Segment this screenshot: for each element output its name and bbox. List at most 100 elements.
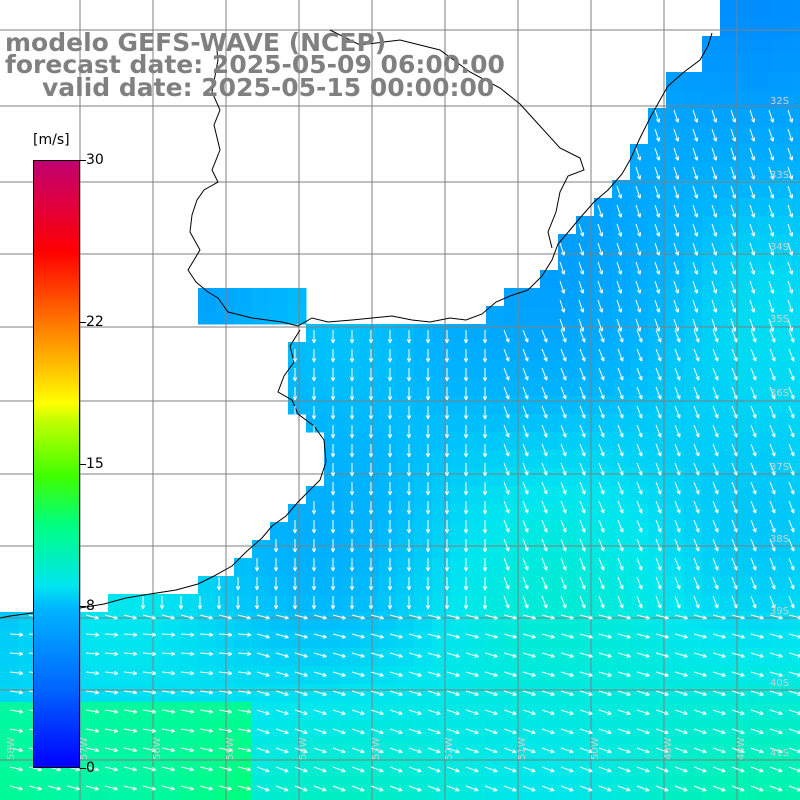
wind-arrow bbox=[750, 348, 757, 362]
wind-speed-cell bbox=[684, 396, 703, 415]
wind-speed-cell bbox=[702, 666, 721, 685]
wind-speed-cell bbox=[450, 702, 469, 721]
wind-speed-cell bbox=[468, 630, 487, 649]
wind-speed-cell bbox=[540, 738, 559, 757]
wind-arrow bbox=[788, 538, 795, 552]
wind-speed-cell bbox=[702, 720, 721, 739]
wind-arrow bbox=[674, 462, 681, 476]
wind-speed-cell bbox=[522, 612, 541, 631]
wind-speed-cell bbox=[396, 720, 415, 739]
wind-speed-cell bbox=[612, 612, 631, 631]
wind-speed-cell bbox=[648, 792, 667, 800]
wind-speed-cell bbox=[522, 666, 541, 685]
wind-speed-cell bbox=[756, 216, 775, 235]
wind-speed-cell bbox=[306, 756, 325, 775]
wind-speed-cell bbox=[558, 576, 577, 595]
wind-speed-cell bbox=[288, 684, 307, 703]
wind-speed-cell bbox=[234, 648, 253, 667]
wind-speed-cell bbox=[0, 792, 19, 800]
wind-speed-cell bbox=[630, 648, 649, 667]
wind-speed-cell bbox=[324, 738, 343, 757]
wind-speed-cell bbox=[378, 414, 397, 433]
wind-speed-cell bbox=[756, 684, 775, 703]
wind-arrow bbox=[482, 444, 488, 458]
wind-speed-cell bbox=[396, 540, 415, 559]
wind-speed-cell bbox=[558, 720, 577, 739]
wind-speed-cell bbox=[666, 432, 685, 451]
wind-speed-cell bbox=[792, 558, 800, 577]
wind-speed-cell bbox=[234, 666, 253, 685]
wind-speed-cell bbox=[684, 432, 703, 451]
wind-speed-cell bbox=[540, 288, 559, 307]
wind-arrow bbox=[579, 576, 586, 590]
wind-speed-cell bbox=[648, 270, 667, 289]
wind-speed-cell bbox=[684, 630, 703, 649]
longitude-label: 53W bbox=[371, 737, 382, 760]
wind-arrow bbox=[311, 501, 317, 515]
wind-speed-cell bbox=[720, 0, 739, 19]
wind-speed-cell bbox=[558, 270, 577, 289]
wind-speed-cell bbox=[540, 576, 559, 595]
wind-speed-cell bbox=[180, 666, 199, 685]
wind-speed-cell bbox=[684, 342, 703, 361]
wind-speed-cell bbox=[702, 756, 721, 775]
wind-arrow bbox=[463, 330, 469, 344]
coastline-interior bbox=[329, 29, 585, 249]
wind-speed-cell bbox=[774, 576, 793, 595]
wind-arrow bbox=[368, 539, 374, 553]
wind-arrow bbox=[522, 462, 529, 476]
wind-speed-cell bbox=[72, 774, 91, 793]
wind-speed-cell bbox=[360, 414, 379, 433]
wind-speed-cell bbox=[90, 612, 109, 631]
wind-speed-cell bbox=[720, 774, 739, 793]
wind-speed-cell bbox=[540, 522, 559, 541]
wind-speed-cell bbox=[360, 450, 379, 469]
wind-speed-cell bbox=[558, 342, 577, 361]
wind-speed-cell bbox=[594, 648, 613, 667]
wind-speed-cell bbox=[486, 486, 505, 505]
wind-speed-cell bbox=[306, 378, 325, 397]
wind-speed-cell bbox=[630, 432, 649, 451]
wind-arrow bbox=[406, 425, 412, 439]
wind-arrow bbox=[349, 539, 355, 553]
wind-arrow bbox=[503, 367, 510, 381]
wind-speed-cell bbox=[198, 630, 217, 649]
wind-arrow bbox=[159, 596, 165, 610]
wind-speed-cell bbox=[540, 486, 559, 505]
wind-speed-cell bbox=[522, 468, 541, 487]
wind-speed-cell bbox=[684, 288, 703, 307]
wind-arrow bbox=[368, 596, 374, 610]
colorbar-tick bbox=[80, 160, 86, 161]
wind-arrow bbox=[788, 481, 795, 495]
wind-speed-cell bbox=[198, 756, 217, 775]
wind-speed-cell bbox=[522, 360, 541, 379]
wind-speed-cell bbox=[270, 666, 289, 685]
wind-speed-cell bbox=[738, 630, 757, 649]
wind-speed-cell bbox=[558, 252, 577, 271]
wind-speed-cell bbox=[396, 684, 415, 703]
wind-speed-cell bbox=[270, 774, 289, 793]
wind-arrow bbox=[482, 558, 488, 572]
wind-speed-cell bbox=[612, 630, 631, 649]
wind-arrow bbox=[788, 519, 795, 533]
wind-speed-cell bbox=[648, 468, 667, 487]
wind-arrow bbox=[349, 520, 355, 534]
wind-arrow bbox=[579, 443, 586, 457]
wind-arrow bbox=[560, 348, 567, 362]
wind-speed-cell bbox=[324, 432, 343, 451]
wind-speed-cell bbox=[306, 324, 325, 343]
wind-speed-cell bbox=[792, 702, 800, 721]
latitude-label: 38S bbox=[770, 534, 789, 545]
wind-speed-cell bbox=[432, 702, 451, 721]
wind-speed-cell bbox=[720, 414, 739, 433]
wind-speed-cell bbox=[396, 666, 415, 685]
wind-arrow bbox=[636, 462, 643, 476]
wind-speed-cell bbox=[180, 756, 199, 775]
wind-speed-cell bbox=[756, 252, 775, 271]
longitude-label: 51W bbox=[517, 737, 528, 760]
wind-speed-cell bbox=[522, 378, 541, 397]
wind-speed-cell bbox=[738, 684, 757, 703]
wind-speed-cell bbox=[216, 792, 235, 800]
wind-arrow bbox=[788, 443, 795, 457]
